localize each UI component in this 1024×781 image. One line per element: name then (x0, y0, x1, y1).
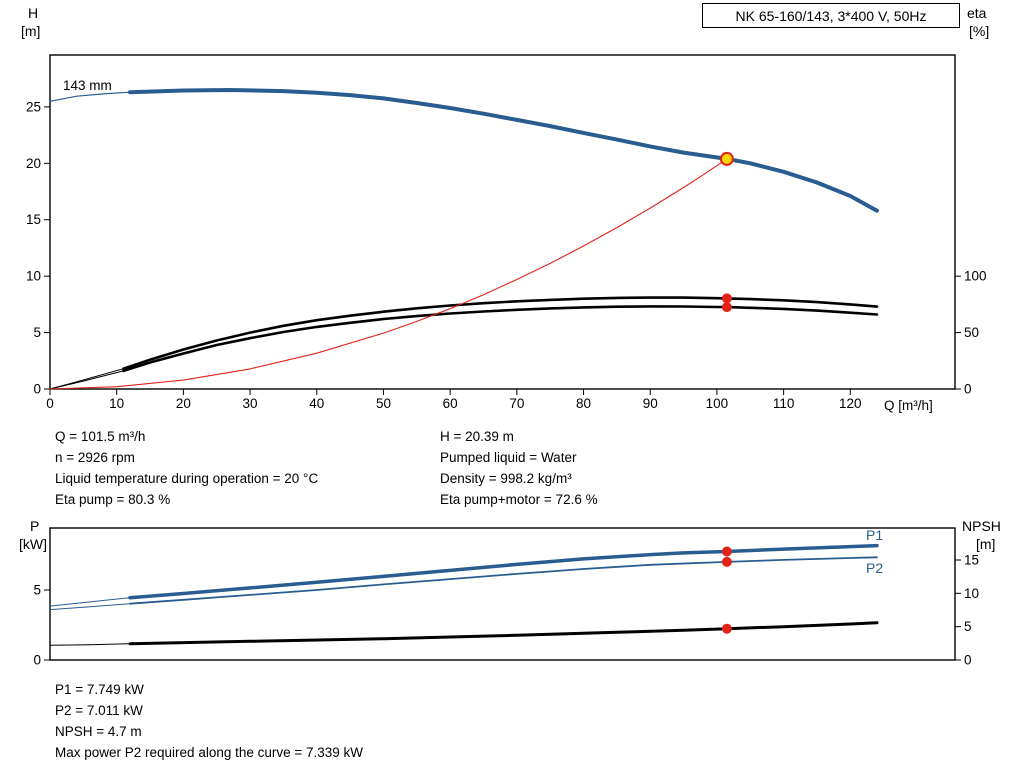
x-tick-label: 80 (576, 396, 591, 411)
x-tick-label: 90 (643, 396, 658, 411)
x-tick-label: 120 (839, 396, 862, 411)
eta-pump-curve (122, 296, 879, 371)
detail-max-power: Max power P2 required along the curve = … (55, 745, 364, 760)
head-curve-lead (49, 91, 131, 102)
x-tick-label: 110 (773, 396, 795, 411)
p1-curve (128, 543, 879, 600)
h-axis-unit: [m] (21, 23, 41, 39)
duty-point (719, 151, 734, 166)
y-tick-label: 5 (33, 583, 41, 598)
head-curve-143mm (128, 88, 879, 213)
y-tick-label: 15 (26, 212, 41, 227)
npsh-axis-label: NPSH (962, 518, 1001, 534)
y-tick-label: 5 (33, 325, 41, 340)
power-details: P1 = 7.749 kW P2 = 7.011 kW NPSH = 4.7 m… (55, 679, 363, 763)
impeller-diameter-label: 143 mm (63, 78, 112, 93)
detail-n: n = 2926 rpm (55, 450, 135, 465)
x-tick-label: 40 (309, 396, 324, 411)
x-tick-label: 100 (706, 396, 729, 411)
power-npsh-chart: 0 5 0 5 10 15 (33, 527, 979, 668)
p2-curve (129, 556, 878, 605)
p1-curve-label: P1 (866, 527, 884, 543)
detail-liq-temp: Liquid temperature during operation = 20… (55, 471, 319, 486)
power-npsh-chart-frame (49, 527, 956, 661)
eta-pump-point (721, 293, 732, 304)
x-tick-label: 10 (109, 396, 124, 411)
y-tick-label: 25 (26, 99, 41, 114)
npsh-curve-lead (49, 643, 131, 646)
qh-eta-chart-frame (49, 54, 956, 390)
x-tick-label: 70 (509, 396, 524, 411)
detail-eta-pump: Eta pump = 80.3 % (55, 492, 171, 507)
eta-pump-motor-lead (49, 370, 124, 390)
eta-axis-label: eta (967, 5, 987, 21)
eta-pump-motor-curve (122, 305, 879, 373)
x-tick-label: 20 (176, 396, 191, 411)
p1-point (721, 546, 732, 557)
detail-pumped-liquid: Pumped liquid = Water (440, 450, 577, 465)
y2-tick-label: 5 (964, 619, 972, 634)
detail-h: H = 20.39 m (440, 429, 514, 444)
y2-tick-label: 50 (964, 325, 979, 340)
y-tick-label: 20 (26, 156, 41, 171)
detail-p2: P2 = 7.011 kW (55, 703, 143, 718)
pump-title: NK 65-160/143, 3*400 V, 50Hz (735, 7, 927, 24)
y2-tick-label: 10 (964, 586, 979, 601)
duty-details-right: H = 20.39 m Pumped liquid = Water Densit… (440, 426, 598, 510)
x-tick-label: 60 (443, 396, 458, 411)
pump-title-box: NK 65-160/143, 3*400 V, 50Hz (702, 3, 960, 28)
q-axis-label: Q [m³/h] (884, 398, 933, 413)
detail-q: Q = 101.5 m³/h (55, 429, 146, 444)
y-tick-label: 10 (26, 269, 41, 284)
p1-curve-lead (49, 597, 131, 607)
p2-curve-label: P2 (866, 560, 884, 576)
y-tick-label: 0 (33, 653, 41, 668)
duty-details-left: Q = 101.5 m³/h n = 2926 rpm Liquid tempe… (55, 426, 318, 510)
detail-eta-motor: Eta pump+motor = 72.6 % (440, 492, 598, 507)
npsh-axis-unit: [m] (976, 536, 996, 552)
eta-axis-unit: [%] (969, 23, 990, 39)
npsh-curve (128, 621, 879, 646)
p-axis-label: P (30, 518, 40, 534)
qh-eta-chart: 0 10 20 30 40 50 60 70 80 90 100 110 120 0 5 10 15 20 25 0 5… (26, 54, 987, 411)
npsh-point (721, 623, 732, 634)
x-tick-label: 50 (376, 396, 391, 411)
p2-curve-lead (49, 603, 131, 611)
y2-tick-label: 15 (964, 553, 979, 568)
p-axis-unit: [kW] (19, 536, 47, 552)
detail-npsh: NPSH = 4.7 m (55, 724, 142, 739)
x-tick-label: 0 (46, 396, 54, 411)
system-curve (49, 158, 728, 390)
y2-tick-label: 0 (964, 382, 972, 397)
y2-tick-label: 100 (964, 269, 987, 284)
y-tick-label: 0 (33, 382, 41, 397)
h-axis-label: H (28, 5, 39, 21)
detail-p1: P1 = 7.749 kW (55, 682, 144, 697)
y2-tick-label: 0 (964, 653, 972, 668)
x-tick-label: 30 (243, 396, 258, 411)
detail-density: Density = 998.2 kg/m³ (440, 471, 572, 486)
eta-pump-motor-point (721, 302, 732, 313)
p2-point (721, 556, 732, 567)
